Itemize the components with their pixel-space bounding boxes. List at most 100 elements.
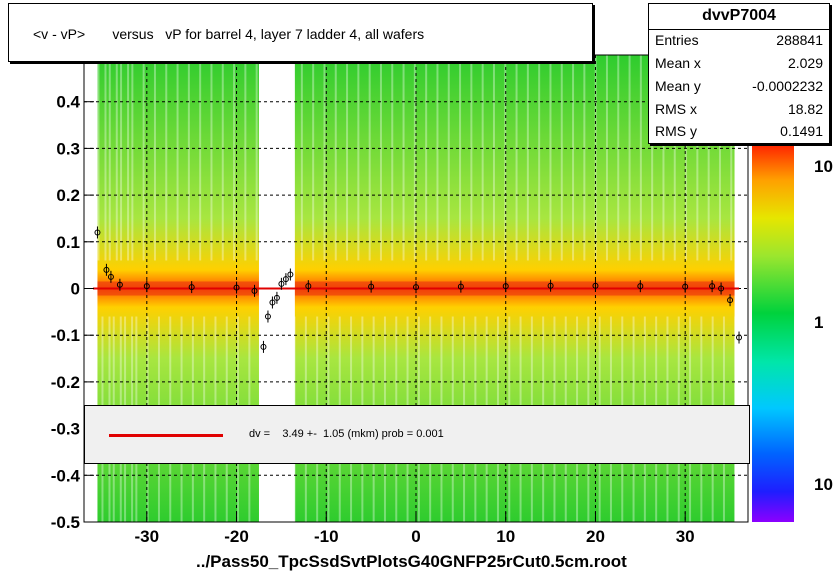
density-streak (379, 55, 382, 261)
profile-point (143, 283, 150, 290)
file-path-caption: ../Pass50_TpcSsdSvtPlotsG40GNFP25rCut0.5… (196, 552, 627, 571)
density-streak (707, 55, 710, 261)
x-tick-label: 0 (411, 527, 420, 546)
density-streak (244, 55, 247, 261)
y-tick-label: 0 (71, 280, 80, 299)
stats-value: 0.1491 (780, 123, 823, 139)
stats-name: dvvP7004 (649, 7, 829, 30)
density-streak (447, 55, 450, 261)
density-streak (673, 55, 676, 261)
density-streak (278, 55, 281, 261)
fit-legend: dv = 3.49 +- 1.05 (mkm) prob = 0.001 (84, 405, 750, 464)
profile-point (592, 282, 599, 289)
profile-point (273, 294, 280, 301)
density-streak (153, 55, 156, 261)
profile-point (116, 281, 123, 288)
profile-point (251, 287, 258, 294)
profile-point (368, 283, 375, 290)
stats-value: 2.029 (787, 55, 823, 71)
x-tick-label: -30 (135, 527, 160, 546)
profile-point (264, 313, 271, 320)
y-tick-label: -0.4 (51, 466, 81, 485)
legend-line-swatch (109, 434, 223, 437)
y-tick-label: -0.5 (51, 513, 80, 532)
x-tick-label: 30 (676, 527, 695, 546)
profile-point (305, 283, 312, 290)
profile-point (457, 283, 464, 290)
profile-point (233, 284, 240, 291)
density-streak (560, 55, 563, 261)
profile-point (682, 283, 689, 290)
density-streak (538, 55, 541, 261)
density-streak (312, 55, 315, 261)
stats-label: RMS x (655, 101, 697, 117)
density-streak (425, 55, 428, 261)
stats-row-rms-x: RMS x 18.82 (655, 101, 823, 123)
stats-row-mean-y: Mean y -0.0002232 (655, 78, 823, 100)
profile-point (269, 299, 276, 306)
color-scale: 10 1 10 (752, 142, 833, 522)
density-streak (210, 55, 213, 261)
density-streak (583, 55, 586, 261)
chart-title: <v - vP> versus vP for barrel 4, layer 7… (33, 26, 425, 42)
density-streak (549, 55, 552, 261)
y-tick-label: -0.1 (51, 326, 80, 345)
density-streak (289, 55, 292, 261)
y-tick-label: -0.2 (51, 373, 80, 392)
y-tick-label: 0.4 (56, 93, 80, 112)
profile-point (188, 284, 195, 291)
y-tick-label: 0.3 (56, 139, 80, 158)
color-scale-label: 10 (814, 157, 833, 176)
profile-point (287, 271, 294, 278)
density-streak (492, 55, 495, 261)
density-streak (346, 55, 349, 261)
density-streak (108, 55, 111, 261)
density-streak (481, 55, 484, 261)
density-streak (639, 55, 642, 261)
profile-point (107, 273, 114, 280)
density-streak (300, 55, 303, 261)
x-tick-label: -10 (314, 527, 339, 546)
profile-point (736, 334, 743, 341)
color-scale-label: 1 (814, 313, 823, 332)
density-streak (662, 55, 665, 261)
profile-point (727, 297, 734, 304)
density-streak (176, 55, 179, 261)
density-streak (127, 55, 130, 261)
density-streak (97, 55, 100, 261)
density-streak (470, 55, 473, 261)
axes: -30 -20 -10 0 10 20 30 -0.5 -0.4 -0.3 -0.2 -0.1 0 0.1… (51, 93, 695, 546)
color-scale-label: 10 (814, 475, 833, 494)
density-streak (266, 55, 269, 261)
density-streak (413, 55, 416, 261)
stats-value: -0.0002232 (752, 78, 823, 94)
color-scale-bar (752, 142, 794, 522)
x-tick-label: -20 (224, 527, 249, 546)
density-streak (685, 55, 688, 261)
y-tick-label: 0.2 (56, 186, 80, 205)
profile-point (718, 285, 725, 292)
stats-label: Mean y (655, 78, 701, 94)
profile-point (709, 283, 716, 290)
profile-point (413, 284, 419, 291)
density-streak (115, 55, 118, 261)
density-streak (165, 55, 168, 261)
density-streak (199, 55, 202, 261)
stats-label: Mean x (655, 55, 701, 71)
title-box: <v - vP> versus vP for barrel 4, layer 7… (8, 3, 593, 62)
density-streak (221, 55, 224, 261)
density-streak (617, 55, 620, 261)
density-streak (718, 55, 721, 261)
density-streak (131, 55, 134, 261)
stats-row-entries: Entries 288841 (655, 32, 823, 54)
stats-box: dvvP7004 Entries 288841 Mean x 2.029 Mea… (648, 3, 830, 144)
density-streak (120, 55, 123, 261)
y-tick-label: 0.1 (56, 233, 80, 252)
stats-row-rms-y: RMS y 0.1491 (655, 123, 823, 145)
stats-label: Entries (655, 32, 699, 48)
density-streak (459, 55, 462, 261)
density-streak (696, 55, 699, 261)
density-streak (730, 55, 733, 261)
profile-point (260, 343, 267, 350)
